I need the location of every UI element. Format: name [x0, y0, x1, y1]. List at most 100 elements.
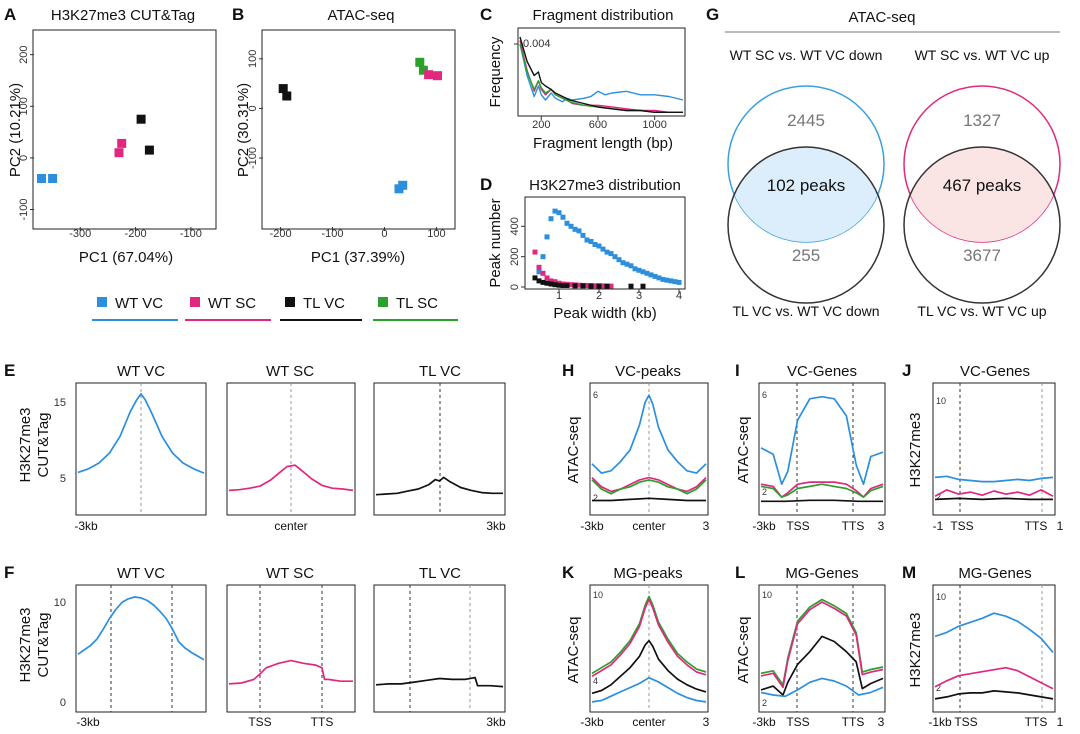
panel-h-ylabel: ATAC-seq — [565, 417, 582, 484]
point-d-wt-sc — [544, 275, 550, 281]
panel-m: M MG-Genes H3K27me3 10 2 -1kb TSS TTS 1 — [902, 563, 1064, 729]
series-line-j-wt-sc — [934, 489, 1054, 498]
panel-k-title: MG-peaks — [613, 565, 682, 582]
point-d-wt-vc — [644, 270, 650, 276]
panel-m-ytick-top: 10 — [936, 592, 946, 602]
panel-l-xtick-left: -3kb — [752, 715, 776, 729]
panel-a-xlabel: PC1 (67.04%) — [79, 249, 173, 266]
panel-f2-lines — [228, 659, 353, 685]
point-a-wt-vc — [37, 174, 46, 183]
panel-letter-g: G — [706, 5, 719, 24]
panel-f1-frame — [75, 584, 207, 713]
panel-h-ytick-bottom: 2 — [593, 493, 598, 503]
series-line-l-tl-vc — [760, 635, 884, 696]
panel-b-xlabel: PC1 (37.39%) — [311, 249, 405, 266]
series-line-j-wt-vc — [934, 475, 1054, 483]
panel-l-ylabel: ATAC-seq — [735, 617, 752, 684]
point-d-wt-vc — [672, 279, 678, 285]
x-tick-label: 2 — [596, 290, 602, 302]
point-d-wt-vc — [660, 276, 666, 282]
panel-e-xtick-left: -3kb — [74, 519, 98, 533]
panel-l: L MG-Genes ATAC-seq 10 2 -3kb TSS TTS 3 — [735, 563, 886, 729]
point-d-wt-vc — [576, 228, 582, 234]
venn-right-bottom-count: 3677 — [963, 246, 1001, 265]
panel-c-title: Fragment distribution — [533, 7, 674, 24]
panel-m-title: MG-Genes — [958, 565, 1031, 582]
point-d-wt-vc — [568, 223, 574, 229]
venn-right-top-count: 1327 — [963, 111, 1001, 130]
point-d-tl-vc — [552, 282, 558, 288]
panel-letter-e: E — [4, 361, 15, 380]
panel-f-xtick-left: -3kb — [76, 715, 100, 729]
panel-c-xlabel: Fragment length (bp) — [533, 135, 673, 152]
panel-a-points — [37, 114, 154, 183]
point-d-wt-vc — [628, 263, 634, 269]
panel-l-xtick-tss: TSS — [786, 715, 809, 729]
series-line-c-wt-sc — [519, 40, 683, 113]
panel-f1-lines — [77, 596, 205, 661]
series-line-j-tl-vc — [934, 497, 1053, 501]
panel-j-lines — [934, 475, 1054, 501]
point-d-tl-vc — [604, 283, 610, 289]
point-d-wt-vc — [640, 269, 646, 275]
x-tick-label: 1000 — [642, 119, 666, 131]
panel-m-ytick-bottom: 2 — [936, 683, 941, 693]
panel-e-ylabel-line2: CUT&Tag — [35, 412, 52, 477]
panel-j: J VC-Genes H3K27me3 10 2 -1 TSS TTS 1 — [902, 361, 1064, 533]
panel-l-ytick-top: 10 — [762, 590, 772, 600]
point-d-wt-vc — [536, 269, 542, 275]
series-line-m-wt-sc — [934, 666, 1054, 690]
point-d-wt-sc — [568, 282, 574, 288]
series-line-f1-wt-vc — [77, 596, 205, 661]
panel-j-ytick-top: 10 — [936, 396, 946, 406]
panel-d-title: H3K27me3 distribution — [529, 177, 681, 194]
series-line-m-tl-vc — [934, 690, 1054, 700]
venn-left-bottom-count: 255 — [792, 246, 820, 265]
panel-m-xtick-right: 1 — [1057, 715, 1064, 729]
panel-e3-title: TL VC — [419, 363, 461, 380]
series-line-f2-wt-sc — [228, 659, 353, 685]
point-d-wt-vc — [632, 266, 638, 272]
point-d-wt-vc — [604, 249, 610, 255]
legend-swatch-wt-sc — [190, 297, 200, 307]
series-line-e1-wt-vc — [77, 393, 205, 474]
venn-right-top-label: WT SC vs. WT VC up — [915, 47, 1050, 63]
panel-i-ytick-top: 6 — [762, 390, 767, 400]
panel-f: F H3K27me3 CUT&Tag 10 0 WT VC WT SC TL V… — [4, 563, 506, 729]
panel-f-xtick-tts: TTS — [311, 715, 334, 729]
point-d-tl-vc — [556, 282, 562, 288]
panel-f-xtick-right: 3kb — [486, 715, 506, 729]
panel-k-xtick-left: -3kb — [580, 715, 604, 729]
point-d-tl-vc — [548, 281, 554, 287]
panel-i-ytick-bottom: 2 — [762, 487, 767, 497]
panel-d-ticks: 1 2 3 4 0 200 400 — [509, 217, 682, 302]
panel-j-frame — [932, 382, 1056, 516]
panel-h-title: VC-peaks — [615, 363, 681, 380]
panel-e-xtick-right: 3kb — [486, 519, 506, 533]
y-tick-label: 200 — [509, 247, 521, 265]
point-d-wt-sc — [600, 283, 606, 289]
panel-l-lines — [760, 598, 884, 698]
y-tick-label: 0 — [509, 284, 521, 290]
venn-left-top-label: WT SC vs. WT VC down — [730, 47, 883, 63]
point-d-tl-vc — [536, 278, 542, 284]
panel-letter-d: D — [480, 175, 492, 194]
series-line-i-wt-vc — [760, 395, 884, 486]
point-d-wt-vc — [540, 254, 546, 260]
point-d-wt-vc — [592, 242, 598, 247]
point-b-tl-sc — [415, 57, 425, 67]
point-d-wt-sc — [532, 249, 538, 255]
y-tick-label: 200 — [18, 45, 30, 63]
point-b-wt-sc — [433, 71, 442, 81]
y-tick-label: 0 — [18, 155, 30, 161]
panel-f3-lines — [375, 676, 504, 688]
venn-right-overlap — [904, 147, 1060, 242]
panel-e-ytick-5: 5 — [60, 473, 66, 485]
venn-right-bottom-circle — [903, 146, 1061, 304]
panel-l-frame — [758, 584, 886, 713]
point-b-tl-sc — [418, 65, 428, 75]
panel-c-ylabel: Frequency — [487, 36, 504, 107]
point-d-tl-vc — [596, 283, 602, 289]
panel-e-ylabel-line1: H3K27me3 — [17, 407, 34, 482]
